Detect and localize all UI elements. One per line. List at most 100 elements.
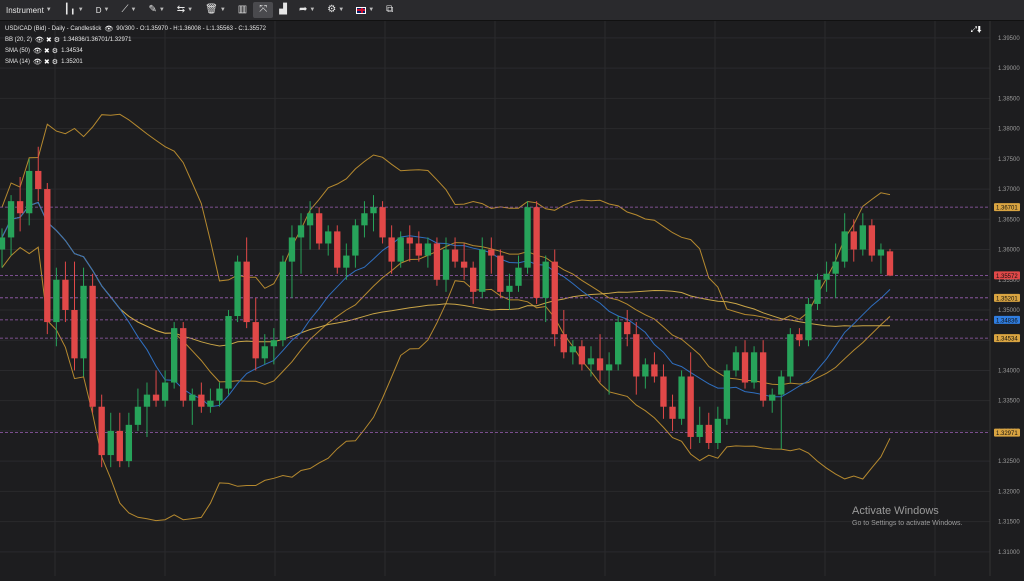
price-marker-badge	[994, 334, 1020, 343]
eye-icon[interactable]: 👁	[35, 37, 44, 44]
price-chart[interactable]: 1.39500 1.39000 1.38500 1.38000 1.37500 1.370…	[0, 21, 1024, 576]
delete-menu[interactable]: 🗑 ▼	[199, 0, 232, 20]
candle-body	[161, 382, 169, 401]
settings-icon: ⚙	[327, 4, 337, 15]
candle-body	[143, 394, 151, 407]
timeframe-label: D	[95, 5, 102, 15]
candle-body	[334, 231, 341, 268]
price-tick-label: 1.36500	[998, 217, 1020, 223]
price-tick-label: 1.37500	[998, 157, 1020, 163]
settings-menu[interactable]: ⚙ ▼	[321, 0, 350, 20]
price-marker-badge	[994, 271, 1020, 280]
candle-body	[705, 424, 712, 443]
gear-icon[interactable]: ⚙	[51, 48, 59, 55]
candle-body	[352, 225, 359, 256]
price-marker-label: 1.35201	[996, 296, 1018, 302]
gear-icon[interactable]: ⚙	[53, 37, 61, 44]
instrument-menu[interactable]: Instrument ▼	[0, 0, 58, 20]
candle-body	[279, 261, 287, 341]
candle-body	[315, 213, 323, 244]
candle-body	[397, 237, 404, 262]
candle-body	[796, 334, 803, 341]
price-tick-label: 1.31000	[998, 550, 1020, 556]
expand-icon[interactable]: ⤢	[970, 25, 978, 34]
download-icon[interactable]: ⬇	[977, 25, 982, 34]
price-tick-label: 1.38000	[998, 127, 1020, 133]
indicators-button[interactable]: ▟	[273, 0, 293, 20]
eye-icon[interactable]: 👁	[33, 59, 42, 66]
candle-body	[605, 364, 613, 371]
candle-body	[669, 406, 676, 419]
candle-body	[533, 207, 540, 298]
candle-body	[750, 352, 758, 383]
price-tick-label: 1.32000	[998, 489, 1020, 495]
compare-icon: ⇆	[176, 4, 186, 15]
price-marker-label: 1.35572	[996, 274, 1018, 280]
candle-body	[787, 334, 794, 377]
gear-icon[interactable]: ⚙	[51, 59, 59, 66]
indicator-name: SMA (14)	[5, 59, 31, 65]
candle-body	[488, 249, 495, 256]
candle-body	[433, 243, 441, 280]
popout-button[interactable]: ⧉	[380, 0, 399, 20]
fullscreen-icon: ⤧	[259, 4, 268, 15]
candlestick-icon: ┃╻	[63, 4, 76, 15]
fullscreen-button[interactable]: ⤧	[253, 2, 274, 18]
candle-body	[261, 346, 268, 359]
candle-body	[89, 285, 96, 407]
pencil-menu[interactable]: ✎ ▼	[142, 0, 170, 20]
candle-body	[26, 170, 33, 214]
price-tick-label: 1.36000	[998, 248, 1020, 254]
language-menu[interactable]: ▼	[350, 0, 380, 20]
chart-area[interactable]: 1.39500 1.39000 1.38500 1.38000 1.37500 1.370…	[0, 21, 1024, 576]
candle-body	[243, 261, 250, 323]
candle-body	[270, 340, 278, 347]
price-tick-label: 1.32500	[998, 459, 1020, 465]
eye-icon[interactable]: 👁	[104, 26, 114, 33]
candle-body	[596, 358, 604, 371]
candle-body	[180, 328, 187, 401]
candle-body	[823, 273, 830, 280]
language-flag-icon	[356, 6, 367, 14]
bar-chart-icon: ▟	[279, 4, 287, 15]
toolbar: Instrument ▼ ┃╻ ▼ D ▼ ⟋ ▼ ✎ ▼ ⇆ ▼ 🗑 ▼ ▥ …	[0, 0, 1024, 21]
candle-body	[62, 279, 69, 310]
close-icon[interactable]: ✖	[45, 37, 52, 44]
candle-body	[877, 249, 885, 256]
candle-body	[642, 364, 649, 377]
layout-button[interactable]: ▥	[232, 0, 253, 20]
price-marker-badge	[994, 428, 1020, 437]
close-icon[interactable]: ✖	[43, 48, 50, 55]
plot-background	[0, 21, 1024, 576]
candle-body	[515, 267, 522, 286]
chevron-down-icon: ▼	[45, 7, 52, 13]
candle-body	[850, 231, 857, 250]
candle-body	[16, 201, 24, 214]
instrument-label: Instrument	[6, 5, 44, 15]
candle-body	[306, 213, 314, 226]
chevron-down-icon: ▼	[77, 7, 84, 13]
chevron-down-icon: ▼	[158, 7, 165, 13]
eye-icon[interactable]: 👁	[33, 48, 42, 55]
candle-body	[7, 201, 15, 238]
candle-body	[587, 358, 595, 365]
chart-legend: USD/CAD (Bid) - Daily - Candlestick 👁 90…	[5, 24, 266, 68]
candle-body	[741, 352, 749, 383]
candle-body	[343, 255, 350, 268]
compare-menu[interactable]: ⇆ ▼	[171, 0, 199, 20]
price-marker-badge	[994, 293, 1020, 302]
candle-body	[388, 237, 395, 262]
drawing-tools-menu[interactable]: ⟋ ▼	[115, 0, 142, 20]
candle-body	[424, 243, 432, 256]
share-menu[interactable]: ➦ ▼	[293, 0, 321, 20]
price-tick-label: 1.37000	[998, 187, 1020, 193]
price-marker-label: 1.36701	[996, 206, 1018, 212]
close-icon[interactable]: ✖	[43, 59, 50, 66]
timeframe-menu[interactable]: D ▼	[90, 0, 116, 20]
candle-body	[225, 316, 232, 389]
candle-body	[170, 328, 178, 383]
candlestick-type-menu[interactable]: ┃╻ ▼	[58, 0, 90, 20]
indicator-name: BB (20, 2)	[5, 37, 33, 43]
chart-title: USD/CAD (Bid) - Daily - Candlestick	[5, 26, 102, 32]
chevron-down-icon: ▼	[338, 7, 345, 13]
